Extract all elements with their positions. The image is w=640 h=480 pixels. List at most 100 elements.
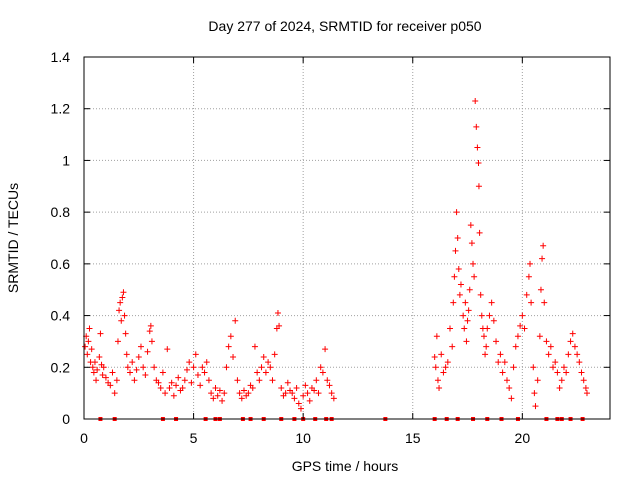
data-point	[537, 286, 544, 293]
data-point	[225, 343, 232, 350]
data-point	[291, 395, 298, 402]
data-point	[497, 351, 504, 358]
data-point	[214, 392, 221, 399]
data-point	[528, 299, 535, 306]
data-point	[122, 330, 129, 337]
data-point	[452, 247, 459, 254]
data-point	[540, 242, 547, 249]
data-point	[175, 374, 182, 381]
data-point	[433, 333, 440, 340]
data-point	[144, 348, 151, 355]
data-point	[326, 382, 333, 389]
data-point	[194, 372, 201, 379]
data-point	[304, 390, 311, 397]
data-point	[453, 209, 460, 216]
data-point	[289, 390, 296, 397]
data-point	[543, 338, 550, 345]
data-point	[569, 330, 576, 337]
data-point	[545, 351, 552, 358]
data-point	[184, 366, 191, 373]
data-point	[521, 325, 528, 332]
data-point	[102, 374, 109, 381]
y-tick-label: 0.6	[51, 256, 71, 272]
data-point	[463, 338, 470, 345]
y-tick-label: 0.2	[51, 359, 71, 375]
data-point	[127, 369, 134, 376]
data-point	[556, 384, 563, 391]
data-point	[461, 325, 468, 332]
data-point	[142, 372, 149, 379]
data-point	[519, 312, 526, 319]
data-point	[571, 343, 578, 350]
data-point	[254, 369, 261, 376]
data-point	[137, 343, 144, 350]
axis-ticks: 0 5 10 15 20 0 0.2 0.4 0.6 0.8 1 1.2 1.4	[51, 49, 610, 446]
data-point	[472, 97, 479, 104]
data-point	[258, 364, 265, 371]
data-point	[560, 364, 567, 371]
data-point	[179, 384, 186, 391]
data-point	[203, 359, 210, 366]
data-point	[251, 343, 258, 350]
data-point	[434, 377, 441, 384]
data-point	[525, 273, 532, 280]
data-point	[583, 390, 590, 397]
data-point	[464, 317, 471, 324]
data-point	[328, 390, 335, 397]
data-point	[188, 379, 195, 386]
data-point	[313, 377, 320, 384]
data-point	[578, 369, 585, 376]
data-point	[455, 266, 462, 273]
data-point	[488, 299, 495, 306]
data-point	[99, 372, 106, 379]
data-point	[265, 359, 272, 366]
data-point	[462, 299, 469, 306]
data-point	[508, 395, 515, 402]
data-point	[107, 382, 114, 389]
y-tick-label: 0.4	[51, 308, 71, 324]
data-point	[236, 390, 243, 397]
data-point	[486, 312, 493, 319]
data-point	[295, 400, 302, 407]
data-point	[208, 390, 215, 397]
data-point	[436, 384, 443, 391]
data-point	[181, 377, 188, 384]
chart-title: Day 277 of 2024, SRMTID for receiver p05…	[208, 18, 481, 34]
data-point	[300, 392, 307, 399]
data-point	[447, 325, 454, 332]
data-point	[317, 364, 324, 371]
data-point	[451, 273, 458, 280]
data-point	[269, 377, 276, 384]
data-point	[467, 222, 474, 229]
data-point	[96, 353, 103, 360]
data-point	[510, 364, 517, 371]
data-point	[84, 351, 91, 358]
data-point	[170, 392, 177, 399]
data-point	[475, 160, 482, 167]
data-point	[330, 395, 337, 402]
data-point	[91, 359, 98, 366]
data-point	[199, 364, 206, 371]
data-point	[148, 338, 155, 345]
data-point	[532, 403, 539, 410]
data-point	[256, 377, 263, 384]
data-point	[131, 377, 138, 384]
data-point	[302, 382, 309, 389]
data-point	[514, 333, 521, 340]
data-point	[159, 369, 166, 376]
x-tick-label: 20	[515, 430, 531, 446]
data-point	[490, 317, 497, 324]
data-point	[501, 359, 508, 366]
data-point	[495, 359, 502, 366]
data-point	[124, 364, 131, 371]
data-point	[567, 338, 574, 345]
data-point	[94, 366, 101, 373]
data-point	[118, 317, 125, 324]
data-point	[88, 346, 95, 353]
data-point	[245, 390, 252, 397]
data-point	[117, 299, 124, 306]
data-point	[473, 123, 480, 130]
data-point	[483, 343, 490, 350]
data-point	[221, 390, 228, 397]
